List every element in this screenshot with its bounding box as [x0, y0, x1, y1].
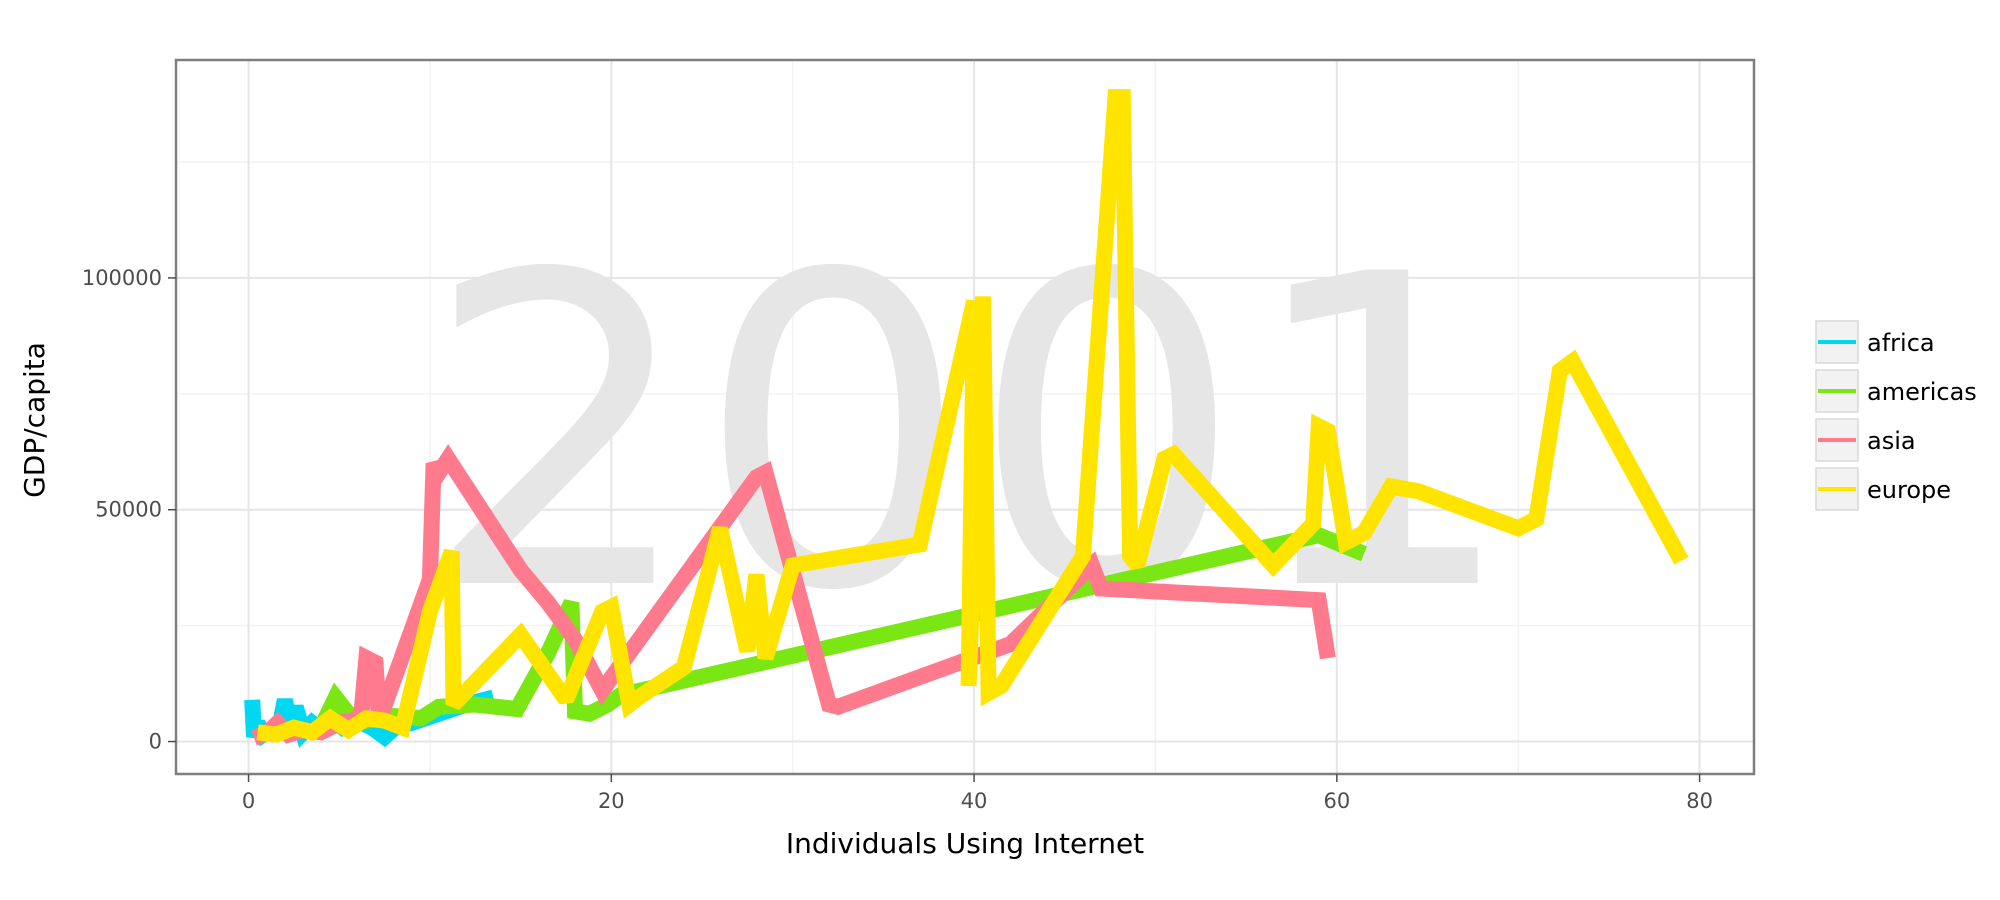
y-axis-title: GDP/capita	[18, 342, 51, 498]
y-tick-label: 100000	[82, 266, 162, 290]
legend-item-americas: americas	[1815, 369, 1977, 413]
y-tick-label: 0	[149, 730, 162, 754]
x-tick-label: 60	[1323, 789, 1350, 813]
legend-label: asia	[1867, 427, 1916, 455]
x-tick-label: 20	[598, 789, 625, 813]
legend-label: africa	[1867, 329, 1935, 357]
x-axis-title: Individuals Using Internet	[786, 827, 1144, 860]
series-layer	[244, 89, 1689, 748]
x-tick-label: 0	[242, 789, 255, 813]
x-tick-label: 80	[1686, 789, 1713, 813]
y-axis: 0 50000 100000	[82, 266, 176, 754]
x-tick-label: 40	[961, 789, 988, 813]
legend-label: americas	[1867, 378, 1977, 406]
y-tick-label: 50000	[95, 498, 162, 522]
legend-item-africa: africa	[1815, 320, 1935, 364]
legend: africa americas asia europe	[1815, 320, 1977, 511]
legend-item-asia: asia	[1815, 418, 1916, 462]
legend-label: europe	[1867, 476, 1951, 504]
plot-border	[174, 58, 1756, 776]
legend-item-europe: europe	[1815, 467, 1951, 511]
x-axis: 0 20 40 60 80	[242, 774, 1713, 813]
series-line-europe	[256, 89, 1689, 743]
